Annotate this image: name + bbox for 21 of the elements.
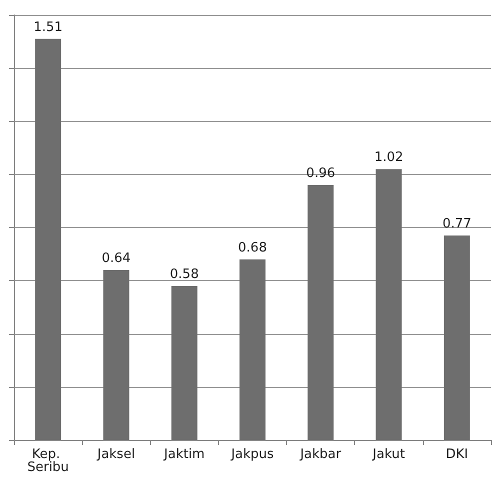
data-label: 1.02 xyxy=(374,150,404,166)
x-tick-label: Jakbar xyxy=(299,447,342,462)
x-tick-label: Jakut xyxy=(372,447,405,462)
x-tick-label: DKI xyxy=(446,447,468,462)
data-label: 0.64 xyxy=(102,251,131,266)
bar xyxy=(171,286,198,440)
bar xyxy=(103,270,130,440)
data-label: 0.77 xyxy=(442,216,472,232)
x-tick-label: Jaktim xyxy=(163,447,205,462)
x-tick-label: Kep. Seribu xyxy=(27,447,69,475)
x-tick-label: Jakpus xyxy=(230,447,274,462)
bar xyxy=(240,259,266,440)
bar xyxy=(308,185,334,440)
data-label: 1.51 xyxy=(34,20,63,35)
bar xyxy=(35,38,62,440)
bar xyxy=(444,235,470,440)
data-label: 0.68 xyxy=(238,240,267,256)
x-tick-label: Jaksel xyxy=(96,447,136,462)
data-label: 0.96 xyxy=(306,166,336,181)
bar xyxy=(376,169,402,440)
data-label: 0.58 xyxy=(170,266,199,282)
